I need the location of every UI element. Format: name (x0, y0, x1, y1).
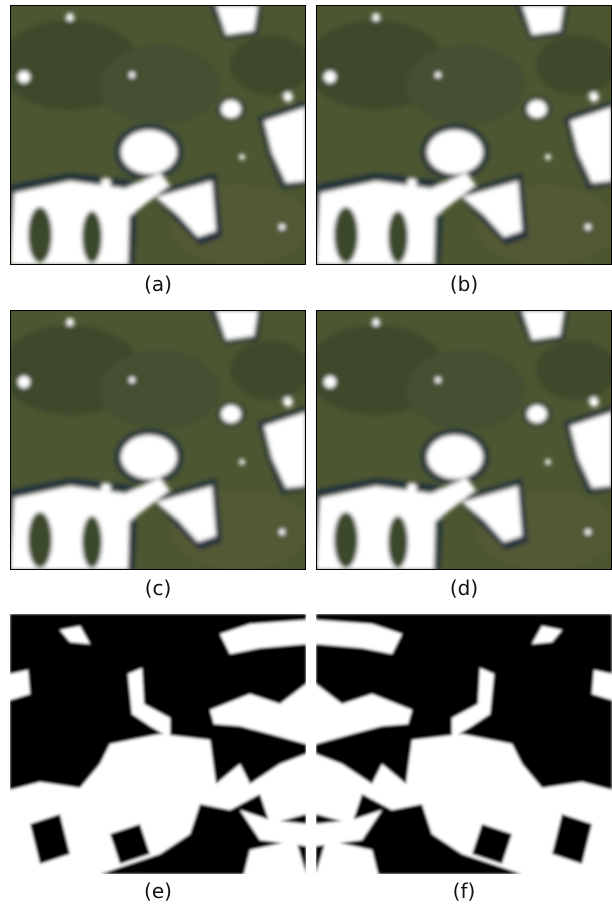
image-panel (10, 614, 306, 874)
image-panel (10, 310, 306, 570)
photo (316, 5, 612, 265)
photo (10, 310, 306, 570)
panel-label: (d) (316, 576, 612, 600)
image-panel (10, 5, 306, 265)
panel-label: (a) (10, 272, 306, 296)
panel-label: (f) (316, 879, 612, 903)
binary-map (316, 614, 612, 874)
panel-label: (e) (10, 879, 306, 903)
image-panel (316, 5, 612, 265)
image-panel (316, 310, 612, 570)
image-panel (316, 614, 612, 874)
panel-label: (b) (316, 272, 612, 296)
figure: (a) (b) (c) (d) (e) (f) (() => { const d… (0, 0, 612, 912)
photo (316, 310, 612, 570)
panel-label: (c) (10, 576, 306, 600)
binary-map (10, 614, 306, 874)
photo (10, 5, 306, 265)
